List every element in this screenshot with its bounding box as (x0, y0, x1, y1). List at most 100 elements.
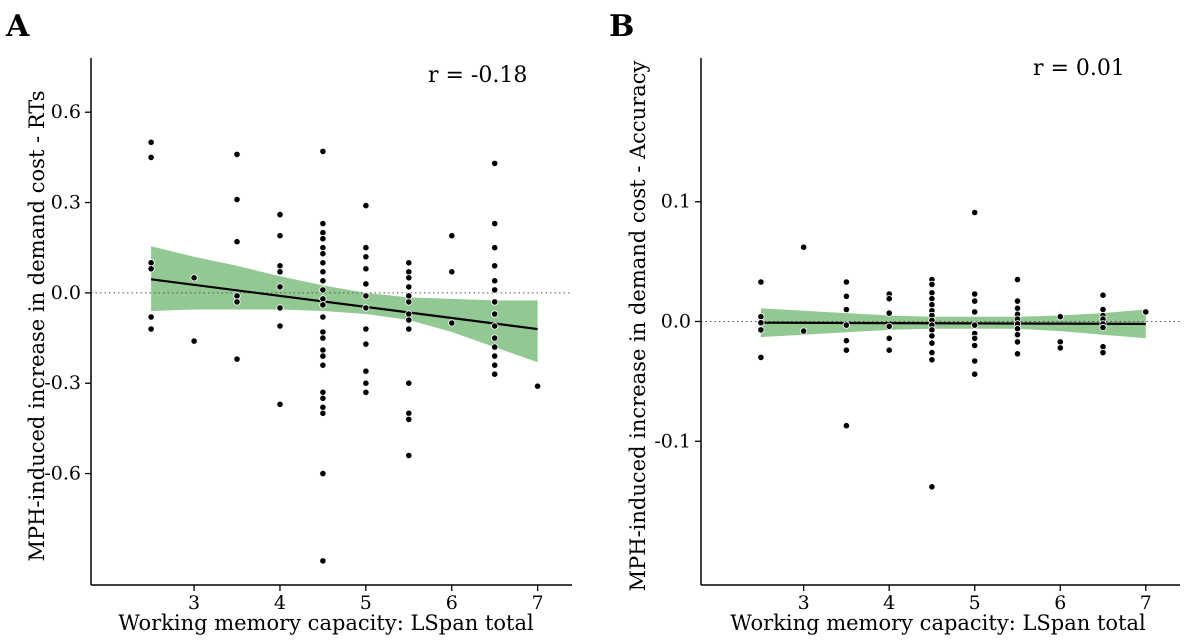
panel-b-data-point (1056, 344, 1064, 352)
panel-a-data-point (405, 415, 413, 423)
panel-a-data-point (319, 334, 327, 342)
panel-b-data-point (928, 356, 936, 364)
panel-a-data-point (319, 346, 327, 354)
panel-a-data-point (491, 343, 499, 351)
panel-b-x-tick-label: 3 (798, 592, 810, 614)
panel-a-data-point (491, 262, 499, 270)
panel-b-data-point (757, 326, 765, 334)
panel-b-regression-line (760, 321, 1146, 325)
panel-b-data-point (799, 327, 808, 335)
panel-b-data-point (885, 334, 893, 342)
panel-b-data-point (1013, 275, 1022, 284)
panel-a-data-point (319, 557, 327, 565)
panel-b-data-point (928, 326, 936, 334)
panel-a-data-point (405, 325, 413, 333)
panel-a-data-point (405, 283, 413, 291)
panel-a-data-point (190, 274, 198, 282)
panel-a-data-point (362, 292, 370, 300)
panel-b-data-point (1013, 325, 1022, 333)
panel-a-data-point (491, 220, 499, 228)
panel-a-data-point (319, 394, 327, 402)
panel-a-data-point (405, 310, 413, 318)
panel-b-data-point (799, 243, 808, 251)
panel-a-data-point (491, 370, 499, 378)
panel-a-data-point (276, 232, 284, 240)
panel-a-data-point (147, 325, 155, 333)
panel-a-data-point (491, 310, 499, 318)
panel-b-data-point (971, 297, 979, 305)
panel-a-data-point (319, 244, 327, 252)
panel-a-data-point (319, 469, 327, 478)
panel-b-y-tick-label: -0.1 (654, 430, 691, 452)
panel-a-y-axis-title: MPH-induced increase in demand cost - RT… (25, 90, 49, 561)
panel-b-data-point (971, 357, 979, 365)
panel-b-data-point (1056, 313, 1064, 321)
panel-b-data-point (1013, 350, 1022, 358)
panel-a-x-tick-label: 7 (532, 592, 544, 614)
panel-b-data-point (1013, 338, 1022, 346)
panel-a-data-point (319, 388, 327, 396)
panel-a-data-point (405, 274, 413, 282)
panel-a-data-point (491, 244, 499, 252)
panel-a-data-point (319, 301, 327, 309)
panel-a-data-point (448, 319, 456, 327)
panel-a-data-point (319, 250, 327, 258)
panel-a-data-point (405, 316, 413, 324)
panel-b-data-point (885, 322, 893, 330)
panel-b-x-tick-label: 6 (1054, 592, 1066, 614)
panel-b-data-point (885, 309, 893, 317)
panel-b-y-tick-label: 0.1 (661, 191, 691, 213)
panel-b-data-point (1099, 305, 1107, 314)
panel-b-data-point (757, 319, 765, 327)
panel-b-data-point (928, 301, 936, 309)
panel-a-data-point (233, 238, 241, 246)
panel-a-data-point (491, 159, 499, 167)
panel-b-data-point (842, 305, 851, 314)
panel-a-data-point (448, 268, 456, 276)
panel-b-data-point (928, 280, 936, 288)
panel-a-y-tick-label: -0.6 (44, 463, 81, 485)
panel-b-label: B (609, 9, 634, 44)
panel-b-y-axis-title: MPH-induced increase in demand cost - Ac… (626, 60, 650, 591)
panel-b-data-point (885, 346, 893, 354)
panel-a-data-point (233, 150, 241, 158)
panel-a-data-point (319, 277, 327, 285)
panel-a-data-point (319, 268, 327, 276)
panel-b-data-point (928, 348, 936, 357)
panel-a-data-point (405, 379, 413, 387)
panel-b-data-point (842, 422, 851, 430)
panel-b-data-point (757, 278, 765, 286)
panel-b-y-tick-label: 0.0 (661, 311, 691, 333)
panel-a-data-point (362, 379, 370, 387)
panel-a-data-point (405, 268, 413, 276)
panel-a-correlation: r = -0.18 (428, 63, 527, 88)
panel-b-data-point (928, 483, 936, 491)
panel-a-data-point (319, 229, 327, 237)
panel-b-data-point (971, 341, 979, 350)
panel-a-data-point (319, 259, 327, 267)
panel-b-data-point (928, 289, 936, 297)
panel-a-data-point (533, 382, 542, 390)
panel-a-data-point (491, 298, 499, 306)
panel-a-data-point (491, 286, 499, 294)
panel-a-data-point (405, 298, 413, 306)
panel-b: B r = 0.01 Working memory capacity: LSpa… (609, 9, 1180, 635)
panel-b-data-point (1099, 323, 1107, 332)
panel-b-data-point (971, 208, 979, 217)
panel-a-data-point (276, 304, 284, 312)
panel-a-data-point (319, 361, 327, 369)
panel-a-data-point (319, 328, 327, 336)
panel-a-data-point (362, 367, 370, 375)
panel-a-axes-layer: 3 4 5 6 7 -0.6 -0.3 0.0 0.3 0.6 (44, 58, 572, 614)
panel-a-regression-line (150, 278, 538, 331)
panel-b-data-point (971, 290, 979, 298)
panel-a-data-point (362, 340, 370, 348)
panel-a-data-point (147, 259, 155, 267)
panel-a-data-point (491, 322, 499, 330)
panel-b-data-point (928, 295, 936, 303)
panel-a-data-point (319, 147, 327, 155)
panel-b-data-point (1013, 297, 1022, 305)
panel-a-data-point (319, 403, 327, 411)
panel-a-data-point (405, 409, 413, 417)
panel-a-data-point (190, 337, 198, 345)
